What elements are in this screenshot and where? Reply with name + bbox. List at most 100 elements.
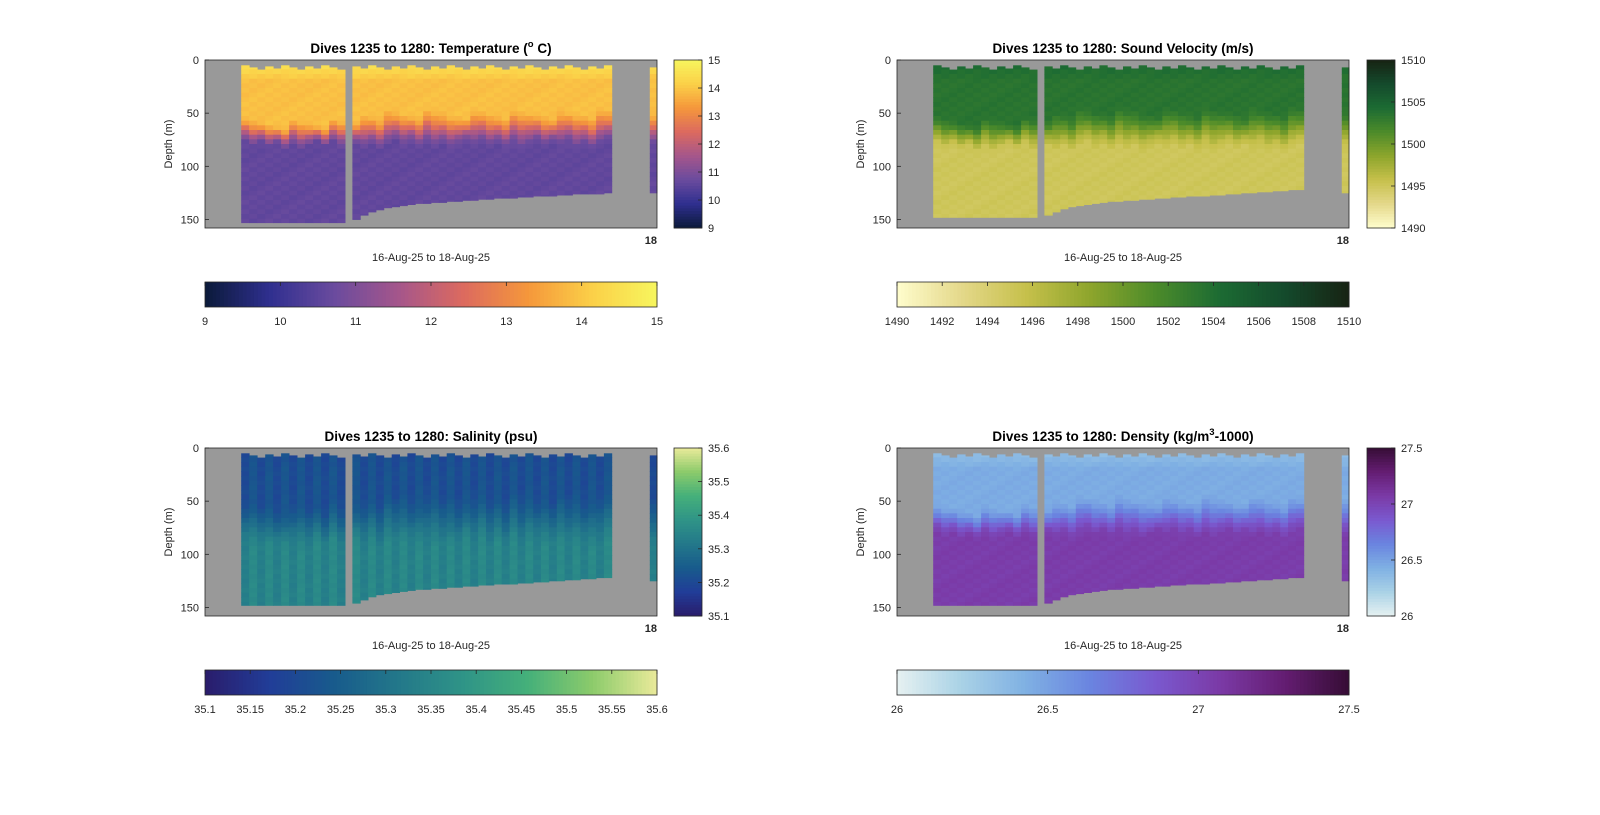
- heatmap-cell: [265, 560, 274, 566]
- heatmap-cell: [383, 186, 393, 192]
- heatmap-cell: [321, 162, 330, 168]
- heatmap-cell: [391, 78, 400, 84]
- heatmap-cell: [257, 148, 266, 154]
- heatmap-cell: [446, 195, 455, 201]
- heatmap-cell: [305, 92, 314, 98]
- heatmap-cell: [1115, 190, 1124, 196]
- heatmap-cell: [478, 555, 487, 561]
- colorbar-swatch: [674, 607, 702, 611]
- heatmap-cell: [1083, 148, 1092, 154]
- heatmap-cell: [281, 504, 290, 510]
- heatmap-cell: [375, 106, 385, 112]
- heatmap-cell: [989, 111, 998, 117]
- heatmap-cell: [933, 125, 942, 131]
- heatmap-cell: [1272, 134, 1281, 140]
- heatmap-cell: [1130, 120, 1140, 126]
- heatmap-cell: [313, 499, 322, 505]
- heatmap-cell: [399, 162, 408, 168]
- heatmap-cell: [297, 92, 306, 98]
- heatmap-cell: [313, 130, 322, 136]
- heatmap-cell: [1146, 181, 1155, 187]
- heatmap-cell: [564, 120, 573, 126]
- heatmap-cell: [399, 195, 408, 201]
- heatmap-cell: [391, 92, 400, 98]
- heatmap-cell: [454, 190, 463, 196]
- colorbar-swatch: [363, 282, 368, 307]
- heatmap-cell: [391, 125, 400, 131]
- heatmap-cell: [603, 162, 613, 168]
- heatmap-cell: [1146, 74, 1155, 80]
- heatmap-cell: [588, 172, 597, 178]
- heatmap-cell: [1240, 74, 1250, 80]
- heatmap-cell: [273, 508, 282, 514]
- heatmap-cell: [1130, 172, 1140, 178]
- heatmap-cell: [368, 499, 377, 505]
- heatmap-cell: [541, 195, 550, 197]
- heatmap-cell: [257, 592, 266, 598]
- heatmap-cell: [1130, 78, 1140, 84]
- heatmap-cell: [1021, 158, 1030, 164]
- heatmap-cell: [1044, 186, 1053, 192]
- heatmap-cell: [383, 195, 393, 201]
- heatmap-cell: [1209, 186, 1218, 192]
- colorbar-swatch: [1051, 282, 1056, 307]
- heatmap-cell: [1295, 102, 1305, 108]
- heatmap-cell: [391, 480, 400, 486]
- heatmap-cell: [649, 574, 658, 580]
- colorbar-swatch: [1326, 282, 1331, 307]
- colorbar-swatch: [1292, 282, 1297, 307]
- heatmap-cell: [399, 176, 408, 182]
- heatmap-cell: [360, 541, 369, 547]
- heatmap-cell: [1154, 74, 1163, 80]
- heatmap-cell: [981, 97, 990, 103]
- heatmap-cell: [933, 116, 942, 122]
- heatmap-cell: [265, 92, 274, 98]
- heatmap-cell: [1052, 172, 1061, 178]
- heatmap-cell: [989, 214, 998, 218]
- heatmap-cell: [454, 546, 463, 552]
- heatmap-cell: [1233, 106, 1242, 112]
- colorbar-swatch: [385, 670, 391, 695]
- heatmap-cell: [265, 490, 274, 496]
- heatmap-cell: [313, 480, 322, 486]
- heatmap-cell: [1107, 102, 1116, 108]
- heatmap-cell: [265, 125, 274, 131]
- heatmap-cell: [1029, 102, 1038, 108]
- colorbar-swatch: [261, 670, 266, 695]
- heatmap-cell: [501, 83, 510, 89]
- heatmap-cell: [407, 471, 416, 477]
- heatmap-cell: [486, 83, 495, 89]
- colorbar-swatch: [351, 670, 357, 695]
- heatmap-cell: [1123, 172, 1132, 178]
- heatmap-cell: [337, 88, 346, 94]
- heatmap-cell: [321, 532, 330, 538]
- heatmap-cell: [1162, 162, 1171, 168]
- heatmap-cell: [462, 546, 471, 552]
- heatmap-cell: [588, 480, 597, 486]
- heatmap-cell: [313, 574, 322, 580]
- heatmap-cell: [305, 125, 314, 131]
- heatmap-cell: [588, 153, 597, 159]
- colorbar-swatch: [674, 588, 702, 592]
- heatmap-cell: [548, 153, 558, 159]
- heatmap-cell: [1341, 92, 1350, 98]
- heatmap-cell: [572, 480, 581, 486]
- heatmap-cell: [462, 176, 471, 182]
- heatmap-cell: [1091, 102, 1100, 108]
- heatmap-cell: [493, 74, 503, 80]
- heatmap-cell: [305, 518, 314, 524]
- heatmap-cell: [1217, 144, 1226, 150]
- heatmap-cell: [1075, 162, 1085, 168]
- heatmap-cell: [407, 153, 416, 159]
- heatmap-cell: [321, 181, 330, 187]
- heatmap-cell: [957, 116, 966, 122]
- heatmap-cell: [1013, 167, 1022, 173]
- heatmap-cell: [1067, 125, 1077, 131]
- heatmap-cell: [305, 569, 314, 575]
- heatmap-cell: [533, 532, 542, 538]
- colorbar-swatch: [532, 670, 537, 695]
- heatmap-cell: [375, 471, 385, 477]
- heatmap-cell: [360, 181, 369, 187]
- heatmap-cell: [1052, 69, 1061, 75]
- heatmap-cell: [509, 471, 518, 477]
